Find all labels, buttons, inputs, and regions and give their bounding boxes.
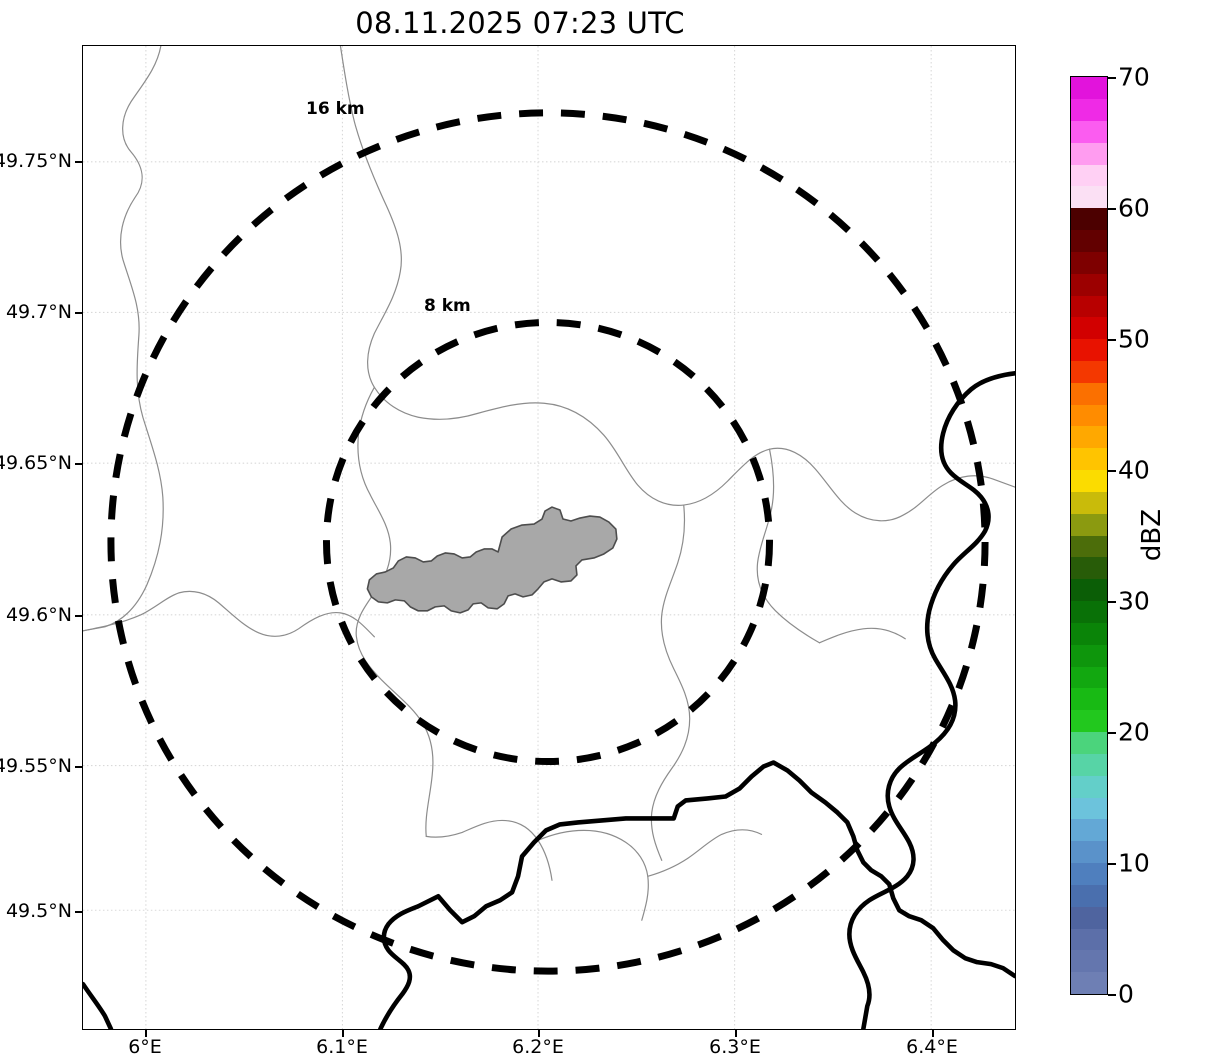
x-axis-tick-label: 6.2°E: [512, 1036, 564, 1058]
colorbar-band: [1071, 273, 1107, 296]
colorbar-tick-mark: [1108, 77, 1116, 79]
admin-boundaries: [83, 46, 1015, 921]
colorbar-band: [1071, 622, 1107, 645]
colorbar-band: [1071, 644, 1107, 667]
colorbar-band: [1071, 295, 1107, 318]
colorbar-band: [1071, 513, 1107, 536]
colorbar-band: [1071, 142, 1107, 165]
colorbar-band: [1071, 208, 1107, 231]
y-tick-mark: [75, 615, 82, 617]
y-tick-mark: [75, 463, 82, 465]
colorbar-band: [1071, 339, 1107, 361]
colorbar-band: [1071, 950, 1107, 973]
radar-map-plot-area[interactable]: 16 km 8 km: [82, 45, 1016, 1030]
colorbar-tick-mark: [1108, 732, 1116, 734]
colorbar-band: [1071, 819, 1107, 842]
y-axis-tick-label: 49.6°N: [5, 604, 72, 626]
x-tick-mark: [932, 1030, 934, 1037]
colorbar-band: [1071, 753, 1107, 776]
range-ring-16km-label: 16 km: [306, 99, 365, 119]
y-tick-mark: [75, 312, 82, 314]
colorbar-band: [1071, 230, 1107, 252]
colorbar-band: [1071, 186, 1107, 209]
colorbar-tick-label: 60: [1118, 193, 1150, 223]
colorbar-band: [1071, 710, 1107, 733]
colorbar-band: [1071, 120, 1107, 143]
colorbar-band: [1071, 666, 1107, 689]
x-axis-tick-label: 6.3°E: [709, 1036, 761, 1058]
y-axis-tick-label: 49.7°N: [5, 301, 72, 323]
city-polygon: [366, 506, 618, 614]
colorbar-tick-mark: [1108, 601, 1116, 603]
colorbar-band: [1071, 317, 1107, 340]
national-borders: [83, 371, 1015, 1029]
x-axis-tick-label: 6.1°E: [316, 1036, 368, 1058]
y-axis-tick-label: 49.65°N: [0, 452, 72, 474]
colorbar-band: [1071, 884, 1107, 907]
x-tick-mark: [145, 1030, 147, 1037]
x-axis-tick-label: 6°E: [128, 1036, 162, 1058]
colorbar-tick-label: 20: [1118, 717, 1150, 747]
colorbar-tick-label: 10: [1118, 848, 1150, 878]
colorbar-band: [1071, 382, 1107, 405]
y-tick-mark: [75, 161, 82, 163]
y-axis-tick-label: 49.5°N: [5, 900, 72, 922]
colorbar-band: [1071, 251, 1107, 274]
colorbar[interactable]: [1070, 76, 1108, 995]
colorbar-tick-mark: [1108, 208, 1116, 210]
y-axis-tick-label: 49.55°N: [0, 755, 72, 777]
colorbar-tick-mark: [1108, 863, 1116, 865]
colorbar-tick-label: 40: [1118, 455, 1150, 485]
y-tick-mark: [75, 911, 82, 913]
colorbar-band: [1071, 77, 1107, 100]
colorbar-band: [1071, 601, 1107, 623]
colorbar-band: [1071, 906, 1107, 929]
colorbar-tick-label: 0: [1118, 979, 1134, 1009]
colorbar-tick-mark: [1108, 339, 1116, 341]
colorbar-band: [1071, 426, 1107, 449]
colorbar-band: [1071, 99, 1107, 121]
colorbar-tick-label: 70: [1118, 62, 1150, 92]
colorbar-band: [1071, 164, 1107, 187]
colorbar-band: [1071, 491, 1107, 514]
x-tick-mark: [735, 1030, 737, 1037]
colorbar-band: [1071, 928, 1107, 951]
colorbar-tick-label: 50: [1118, 324, 1150, 354]
colorbar-band: [1071, 688, 1107, 711]
colorbar-tick-mark: [1108, 994, 1116, 996]
colorbar-band: [1071, 360, 1107, 383]
colorbar-band: [1071, 775, 1107, 798]
colorbar-band: [1071, 579, 1107, 602]
page-title: 08.11.2025 07:23 UTC: [355, 6, 685, 40]
y-tick-mark: [75, 766, 82, 768]
x-tick-mark: [342, 1030, 344, 1037]
range-ring-8km: [322, 318, 774, 766]
colorbar-band: [1071, 863, 1107, 885]
colorbar-band: [1071, 470, 1107, 492]
y-axis-tick-label: 49.75°N: [0, 150, 72, 172]
colorbar-tick-label: 30: [1118, 586, 1150, 616]
x-tick-mark: [538, 1030, 540, 1037]
colorbar-band: [1071, 841, 1107, 864]
colorbar-unit-label: dBZ: [1137, 508, 1167, 562]
range-ring-8km-label: 8 km: [424, 296, 471, 316]
colorbar-band: [1071, 535, 1107, 558]
map-graphics: [83, 46, 1015, 1029]
colorbar-band: [1071, 448, 1107, 471]
colorbar-tick-mark: [1108, 470, 1116, 472]
x-axis-tick-label: 6.4°E: [906, 1036, 958, 1058]
colorbar-band: [1071, 732, 1107, 754]
colorbar-band: [1071, 972, 1107, 994]
colorbar-band: [1071, 557, 1107, 580]
colorbar-band: [1071, 797, 1107, 820]
colorbar-band: [1071, 404, 1107, 427]
